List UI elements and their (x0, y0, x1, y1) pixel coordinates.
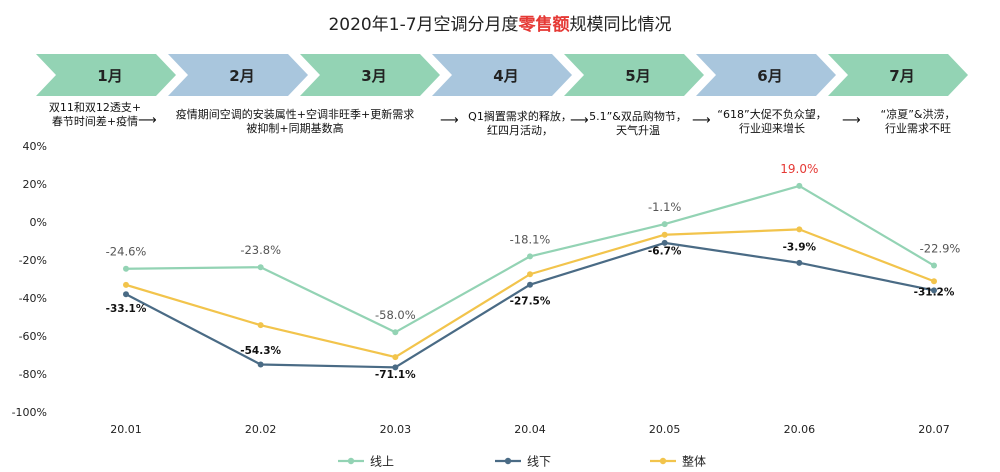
x-tick-label: 20.02 (245, 423, 277, 436)
legend-marker (347, 457, 355, 465)
month-chevron (696, 54, 836, 96)
month-chevron (432, 54, 572, 96)
annotation-jun: “618”大促不负众望， 行业迎来增长 (712, 108, 832, 136)
month-chevron (36, 54, 176, 96)
online-value-label: -1.1% (648, 200, 681, 214)
legend-label: 线下 (527, 455, 551, 469)
legend-label: 整体 (682, 454, 706, 469)
data-point (796, 182, 803, 189)
annotation-line: 行业需求不旺 (885, 122, 951, 135)
annotation-jul: “凉夏”&洪涝， 行业需求不旺 (868, 108, 968, 136)
online-value-label: -24.6% (106, 245, 147, 259)
month-chevron (828, 54, 968, 96)
offline-value-label: -27.5% (510, 295, 551, 307)
arrow-icon: ⟶ (842, 113, 861, 128)
data-point (796, 226, 803, 233)
annotation-may: 5.1”&双品购物节， 天气升温 (588, 110, 688, 138)
annotation-jan: 双11和双12透支+ 春节时间差+疫情 (30, 101, 160, 129)
title-prefix: 2020年1-7月空调分月度 (328, 15, 519, 35)
y-tick-label: 40% (23, 140, 47, 153)
chart-title: 2020年1-7月空调分月度零售额规模同比情况 (0, 10, 1000, 35)
offline-value-label: -33.1% (106, 303, 147, 315)
arrow-icon: ⟶ (440, 113, 459, 128)
y-tick-label: 0% (30, 216, 47, 229)
data-point (527, 271, 533, 278)
title-suffix: 规模同比情况 (569, 15, 672, 35)
annotation-line: 春节时间差+疫情 (51, 115, 139, 128)
offline-value-label: -71.1% (375, 369, 416, 381)
data-point (661, 239, 668, 246)
x-tick-label: 20.04 (514, 423, 546, 436)
data-point (527, 281, 533, 288)
y-tick-label: 20% (23, 178, 47, 191)
data-point (123, 265, 129, 272)
annotation-line: “凉夏”&洪涝， (880, 108, 956, 121)
month-label: 5月 (625, 67, 650, 85)
annotation-line: 行业迎来增长 (739, 122, 805, 135)
annotation-line: 红四月活动， (487, 124, 553, 137)
month-chevron (168, 54, 308, 96)
month-timeline: 1月 2月 3月 4月 5月 6月 7月 (36, 54, 968, 96)
annotation-line: 疫情期间空调的安装属性+空调非旺季+更新需求 (175, 108, 415, 121)
data-point (661, 221, 668, 228)
online-value-label: -22.9% (920, 242, 961, 256)
arrow-icon: ⟶ (138, 113, 157, 128)
y-tick-label: -80% (19, 368, 47, 381)
annotation-line: 双11和双12透支+ (48, 101, 142, 114)
month-label: 6月 (757, 67, 782, 85)
data-point (392, 354, 399, 361)
data-point (257, 361, 264, 368)
data-point (661, 231, 668, 238)
month-label: 7月 (889, 67, 914, 85)
online-value-label: -18.1% (510, 232, 551, 246)
data-point (257, 264, 264, 271)
y-tick-label: -40% (19, 292, 47, 305)
data-point (392, 364, 399, 371)
data-point (392, 329, 399, 336)
annotation-line: 天气升温 (616, 124, 660, 137)
month-label: 1月 (97, 67, 122, 85)
online-value-label: 19.0% (780, 162, 818, 176)
legend-label: 线上 (370, 455, 394, 469)
online-value-label: -23.8% (240, 243, 281, 257)
y-tick-label: -100% (12, 406, 47, 419)
annotation-line: 5.1”&双品购物节， (589, 110, 687, 123)
month-label: 2月 (229, 67, 254, 85)
x-tick-label: 20.07 (918, 423, 950, 436)
offline-value-label: -54.3% (240, 345, 281, 357)
data-point (796, 259, 803, 266)
month-label: 4月 (493, 67, 518, 85)
x-tick-label: 20.06 (784, 423, 816, 436)
annotation-feb-mar: 疫情期间空调的安装属性+空调非旺季+更新需求 被抑制+同期基数高 (160, 108, 430, 136)
arrow-icon: ⟶ (570, 113, 589, 128)
data-point (931, 278, 937, 285)
month-label: 3月 (361, 67, 386, 85)
offline-value-label: -31.2% (914, 286, 955, 298)
legend-marker (504, 457, 512, 465)
data-point (527, 253, 533, 260)
data-point (931, 287, 937, 294)
data-point (257, 322, 264, 329)
month-chevron (300, 54, 440, 96)
legend-marker (659, 457, 667, 465)
x-tick-label: 20.01 (110, 423, 142, 436)
data-point (123, 281, 129, 288)
annotation-line: 被抑制+同期基数高 (246, 122, 344, 135)
annotation-line: Q1搁置需求的释放， (468, 110, 572, 123)
online-value-label: -58.0% (375, 308, 416, 322)
data-point (931, 262, 937, 269)
month-chevron (564, 54, 704, 96)
x-tick-label: 20.03 (380, 423, 412, 436)
offline-value-label: -3.9% (783, 241, 817, 253)
data-point (123, 291, 129, 298)
annotation-apr: Q1搁置需求的释放， 红四月活动， (465, 110, 575, 138)
annotation-line: “618”大促不负众望， (717, 108, 827, 121)
y-tick-label: -60% (19, 330, 47, 343)
y-tick-label: -20% (19, 254, 47, 267)
x-tick-label: 20.05 (649, 423, 681, 436)
arrow-icon: ⟶ (692, 113, 711, 128)
offline-value-label: -6.7% (648, 246, 682, 258)
title-highlight: 零售额 (518, 15, 570, 35)
